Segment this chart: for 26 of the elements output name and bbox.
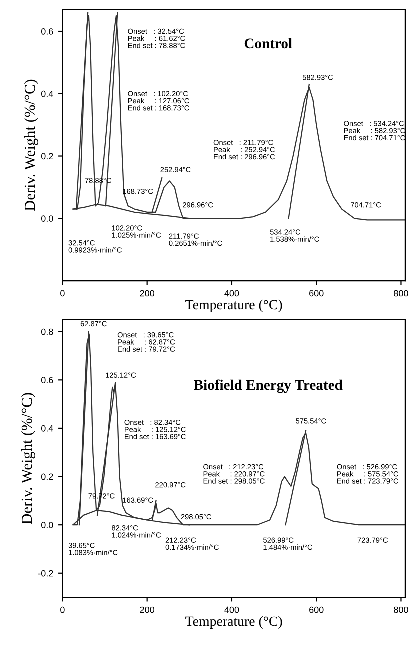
x-axis-title: Temperature (°C): [186, 616, 282, 629]
y-tick-label: 0.4: [41, 425, 54, 432]
text: Control: [244, 38, 292, 49]
x-tick-label: 800: [394, 606, 408, 614]
y-tick-label: 0.6: [41, 377, 54, 384]
x-tick-label: 200: [140, 290, 155, 297]
y-axis-title: Deriv. Weight (%/°C): [21, 393, 36, 524]
x-tick-label: 600: [310, 606, 324, 614]
x-tick-label: 600: [310, 290, 324, 297]
y-tick-label: 0.6: [41, 28, 54, 35]
x-tick-label: 200: [140, 606, 155, 614]
y-tick-label: 0.2: [41, 153, 54, 160]
y-tick-label: 0.2: [41, 474, 54, 480]
y-tick-label: 0.0: [41, 216, 54, 222]
text: Biofield Energy Treated: [194, 380, 343, 394]
y-axis-title: Deriv. Weight (%/°C): [24, 80, 38, 211]
y-tick-label: -0.2: [38, 570, 54, 577]
x-axis-title: Temperature (°C): [186, 300, 282, 312]
x-tick-label: 0: [60, 290, 65, 297]
y-tick-label: 0.8: [41, 328, 54, 336]
x-tick-label: 400: [224, 606, 240, 614]
x-tick-label: 800: [394, 290, 408, 297]
x-tick-label: 0: [60, 606, 65, 614]
y-tick-label: 0.4: [41, 90, 54, 98]
x-tick-label: 400: [224, 290, 240, 297]
y-tick-label: 0.0: [41, 522, 54, 528]
